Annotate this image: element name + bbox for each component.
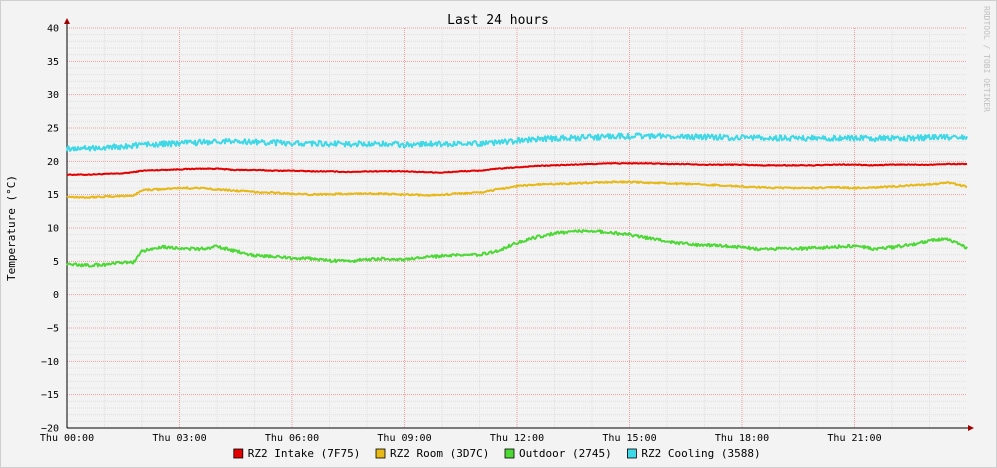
x-axis-arrow-icon [968,425,974,431]
y-tick-labels: 40 35 30 25 20 15 10 5 0 −5 −10 −15 −20 [41,24,59,435]
x-tick-label: Thu 06:00 [265,433,319,444]
y-tick-label: −15 [41,390,59,401]
x-tick-label: Thu 09:00 [377,433,431,444]
y-tick-label: 40 [47,24,59,35]
rrdtool-watermark: RRDTOOL / TOBI OETIKER [982,6,991,112]
x-tick-label: Thu 12:00 [490,433,544,444]
legend-label: RZ2 Intake (7F75) [248,447,361,460]
series-lines [66,132,968,268]
legend-swatch [375,448,386,459]
y-tick-label: 0 [53,290,59,301]
axes [64,18,974,431]
x-tick-label: Thu 18:00 [715,433,769,444]
series-line-3 [66,229,968,268]
legend-label: Outdoor (2745) [519,447,612,460]
y-axis-label: Temperature (°C) [5,175,18,281]
legend-label: RZ2 Room (3D7C) [390,447,489,460]
y-tick-label: −20 [41,424,59,435]
x-tick-label: Thu 00:00 [40,433,94,444]
y-axis-arrow-icon [64,18,70,24]
y-tick-label: 30 [47,90,59,101]
major-grid [66,27,967,429]
legend-label: RZ2 Cooling (3588) [641,447,760,460]
x-tick-labels: Thu 00:00 Thu 03:00 Thu 06:00 Thu 09:00 Thu … [40,433,882,444]
y-tick-label: 25 [47,124,59,135]
y-tick-label: −5 [47,324,59,335]
y-tick-label: 10 [47,224,59,235]
legend-swatch [233,448,244,459]
series-line-1 [66,161,968,177]
y-tick-label: 5 [53,257,59,268]
x-tick-label: Thu 15:00 [602,433,656,444]
x-tick-label: Thu 21:00 [827,433,881,444]
y-tick-label: 20 [47,157,59,168]
series-line-2 [66,180,968,199]
y-tick-label: 15 [47,190,59,201]
legend-swatch [504,448,515,459]
y-tick-label: −10 [41,357,59,368]
x-tick-label: Thu 03:00 [152,433,206,444]
series-line-4 [66,132,968,152]
legend-swatch [627,448,637,459]
legend: RZ2 Intake (7F75) RZ2 Room (3D7C) Outdoor … [233,447,761,460]
chart-title: Last 24 hours [447,13,549,28]
y-tick-label: 35 [47,57,59,68]
